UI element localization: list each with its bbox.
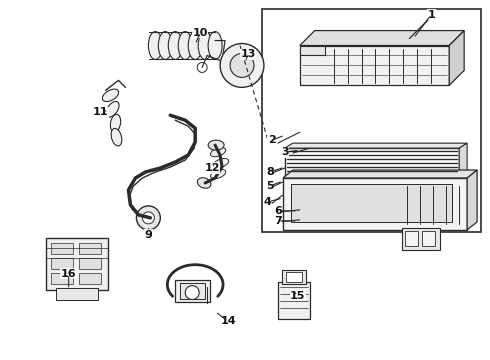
Text: 11: 11 bbox=[93, 107, 108, 117]
Text: 12: 12 bbox=[204, 163, 220, 173]
Text: 1: 1 bbox=[427, 10, 435, 20]
Ellipse shape bbox=[111, 129, 122, 146]
Circle shape bbox=[143, 212, 154, 224]
Polygon shape bbox=[300, 45, 449, 85]
Polygon shape bbox=[283, 170, 477, 178]
Bar bbox=[422, 231, 435, 246]
Polygon shape bbox=[300, 45, 325, 55]
Ellipse shape bbox=[110, 114, 121, 132]
Circle shape bbox=[230, 54, 254, 77]
Text: 5: 5 bbox=[266, 181, 274, 191]
Text: 7: 7 bbox=[274, 216, 282, 226]
Ellipse shape bbox=[198, 32, 212, 59]
Ellipse shape bbox=[211, 148, 226, 157]
Bar bbox=[262, 9, 481, 232]
Ellipse shape bbox=[208, 140, 224, 150]
Text: 9: 9 bbox=[145, 230, 152, 240]
Ellipse shape bbox=[106, 102, 119, 117]
Ellipse shape bbox=[211, 170, 226, 179]
Ellipse shape bbox=[208, 32, 222, 59]
Bar bbox=[180, 283, 205, 298]
Circle shape bbox=[136, 206, 160, 230]
Ellipse shape bbox=[214, 158, 229, 168]
Polygon shape bbox=[467, 170, 477, 230]
Bar bbox=[278, 282, 310, 319]
Ellipse shape bbox=[197, 178, 211, 188]
Text: 14: 14 bbox=[220, 316, 236, 327]
Bar bbox=[282, 270, 306, 284]
Ellipse shape bbox=[178, 32, 192, 59]
Ellipse shape bbox=[158, 32, 172, 59]
Text: 15: 15 bbox=[290, 291, 305, 301]
Text: 3: 3 bbox=[281, 147, 289, 157]
Bar bbox=[78, 273, 100, 284]
Bar bbox=[78, 243, 100, 254]
Circle shape bbox=[185, 285, 199, 300]
Text: 16: 16 bbox=[61, 269, 76, 279]
Circle shape bbox=[220, 44, 264, 87]
Bar bbox=[286, 272, 302, 282]
Bar bbox=[175, 280, 210, 302]
Text: 6: 6 bbox=[274, 206, 282, 216]
Polygon shape bbox=[291, 184, 452, 222]
Bar bbox=[51, 258, 73, 269]
Polygon shape bbox=[285, 143, 467, 148]
Text: 10: 10 bbox=[193, 28, 208, 37]
Bar bbox=[46, 238, 107, 289]
Bar bbox=[51, 243, 73, 254]
Bar bbox=[78, 258, 100, 269]
Text: 2: 2 bbox=[268, 135, 276, 145]
Bar bbox=[402, 228, 440, 250]
Text: 13: 13 bbox=[240, 49, 256, 59]
Ellipse shape bbox=[102, 89, 119, 102]
Ellipse shape bbox=[148, 32, 162, 59]
Circle shape bbox=[197, 62, 207, 72]
Ellipse shape bbox=[188, 32, 202, 59]
Bar bbox=[405, 231, 418, 246]
Polygon shape bbox=[285, 148, 459, 176]
Polygon shape bbox=[283, 178, 467, 230]
Polygon shape bbox=[459, 143, 467, 176]
Ellipse shape bbox=[168, 32, 182, 59]
Polygon shape bbox=[300, 31, 464, 45]
Text: 8: 8 bbox=[266, 167, 274, 177]
Bar bbox=[56, 288, 98, 300]
Bar bbox=[51, 273, 73, 284]
Polygon shape bbox=[449, 31, 464, 85]
Text: 4: 4 bbox=[264, 197, 272, 207]
